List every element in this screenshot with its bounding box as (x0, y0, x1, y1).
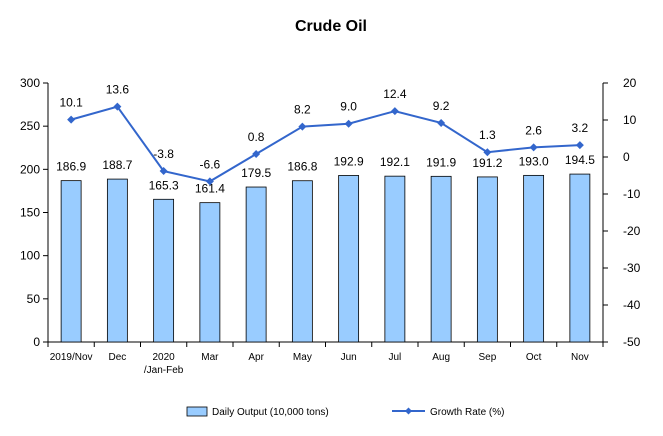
right-tick-label: -30 (623, 261, 641, 275)
legend-bar-swatch (186, 406, 208, 417)
line-data-label: -6.6 (200, 157, 221, 171)
line-point (205, 177, 214, 186)
growth-rate-line (70, 105, 580, 183)
left-tick-label: 250 (20, 119, 40, 133)
line-point (159, 167, 168, 176)
bar-data-label: 188.7 (102, 158, 132, 172)
bar-data-label: 193.0 (519, 154, 549, 168)
bar-series: 186.9 188.7 165.3 161.4 179.5 186.8 192.9 192.1… (56, 153, 595, 343)
line-data-label: 13.6 (106, 83, 130, 97)
legend-bar-label: Daily Output (10,000 tons) (212, 407, 329, 418)
line-point (483, 148, 492, 157)
x-tick-label: May (293, 352, 312, 363)
axes: 050100150200250300-50-40-30-20-100102020… (20, 76, 641, 376)
line-data-label: 9.0 (340, 100, 357, 114)
line-data-label: 10.1 (59, 96, 83, 110)
x-tick-label: Aug (432, 352, 450, 363)
bar (245, 186, 267, 343)
bar (569, 173, 591, 343)
x-tick-label: Nov (571, 352, 589, 363)
bar (523, 174, 545, 343)
bar-data-label: 165.3 (149, 178, 179, 192)
line-data-label: -3.8 (153, 147, 174, 161)
bar-data-label: 179.5 (241, 166, 271, 180)
bar (384, 175, 406, 343)
line-data-label: 0.8 (248, 130, 265, 144)
left-tick-label: 200 (20, 162, 40, 176)
legend: Daily Output (10,000 tons) Growth Rate (%… (186, 406, 504, 418)
right-tick-label: -10 (623, 187, 641, 201)
bar (430, 175, 452, 343)
bar-data-label: 161.4 (195, 182, 225, 196)
x-tick-label: Sep (478, 352, 496, 363)
bar-data-label: 191.2 (472, 156, 502, 170)
bar-data-label: 192.1 (380, 155, 410, 169)
line-data-label: 1.3 (479, 128, 496, 142)
right-tick-label: 10 (623, 113, 637, 127)
right-tick-label: 0 (623, 150, 630, 164)
left-tick-label: 0 (33, 335, 40, 349)
left-tick-label: 50 (27, 292, 41, 306)
line-series: 10.1 13.6 -3.8 -6.6 0.8 8.2 9.0 12.4 9.2 1.3 2.6 3.… (59, 83, 589, 186)
line-data-label: 8.2 (294, 103, 311, 117)
left-tick-label: 300 (20, 76, 40, 90)
line-point (390, 107, 399, 116)
line-point (252, 150, 261, 159)
x-tick-label: Jul (388, 352, 401, 363)
line-point (298, 122, 307, 131)
line-data-label: 3.2 (572, 121, 589, 135)
x-tick-label: Mar (201, 352, 219, 363)
bar (199, 202, 221, 343)
bar-data-label: 186.8 (287, 160, 317, 174)
bar-data-label: 191.9 (426, 155, 456, 169)
right-tick-label: 20 (623, 76, 637, 90)
x-tick-label: 2019/Nov (50, 352, 93, 363)
bar-data-label: 186.9 (56, 160, 86, 174)
left-tick-label: 150 (20, 206, 40, 220)
line-data-label: 12.4 (383, 87, 407, 101)
bar (153, 198, 175, 343)
line-point (113, 102, 122, 111)
chart-title: Crude Oil (295, 18, 367, 35)
bar-data-label: 192.9 (334, 154, 364, 168)
x-tick-label: Dec (108, 352, 126, 363)
line-point (529, 143, 538, 152)
left-tick-label: 100 (20, 249, 40, 263)
legend-line-marker (405, 407, 412, 415)
line-point (344, 119, 353, 128)
legend-line-label: Growth Rate (%) (430, 407, 504, 418)
line-data-label: 9.2 (433, 99, 450, 113)
bar (476, 176, 498, 343)
x-tick-label: Oct (526, 352, 542, 363)
line-data-label: 2.6 (525, 123, 542, 137)
line-point (575, 141, 584, 150)
bar-data-label: 194.5 (565, 153, 595, 167)
x-tick-label: Apr (248, 352, 264, 363)
line-point (437, 118, 446, 127)
x-tick-label: Jun (341, 352, 357, 363)
bar (338, 175, 360, 343)
bar (291, 180, 313, 343)
bar (60, 180, 82, 343)
line-point (67, 115, 76, 124)
bar (106, 178, 128, 343)
right-tick-label: -50 (623, 335, 641, 349)
right-tick-label: -20 (623, 224, 641, 238)
x-tick-label: 2020/Jan-Feb (144, 352, 184, 376)
right-tick-label: -40 (623, 298, 641, 312)
